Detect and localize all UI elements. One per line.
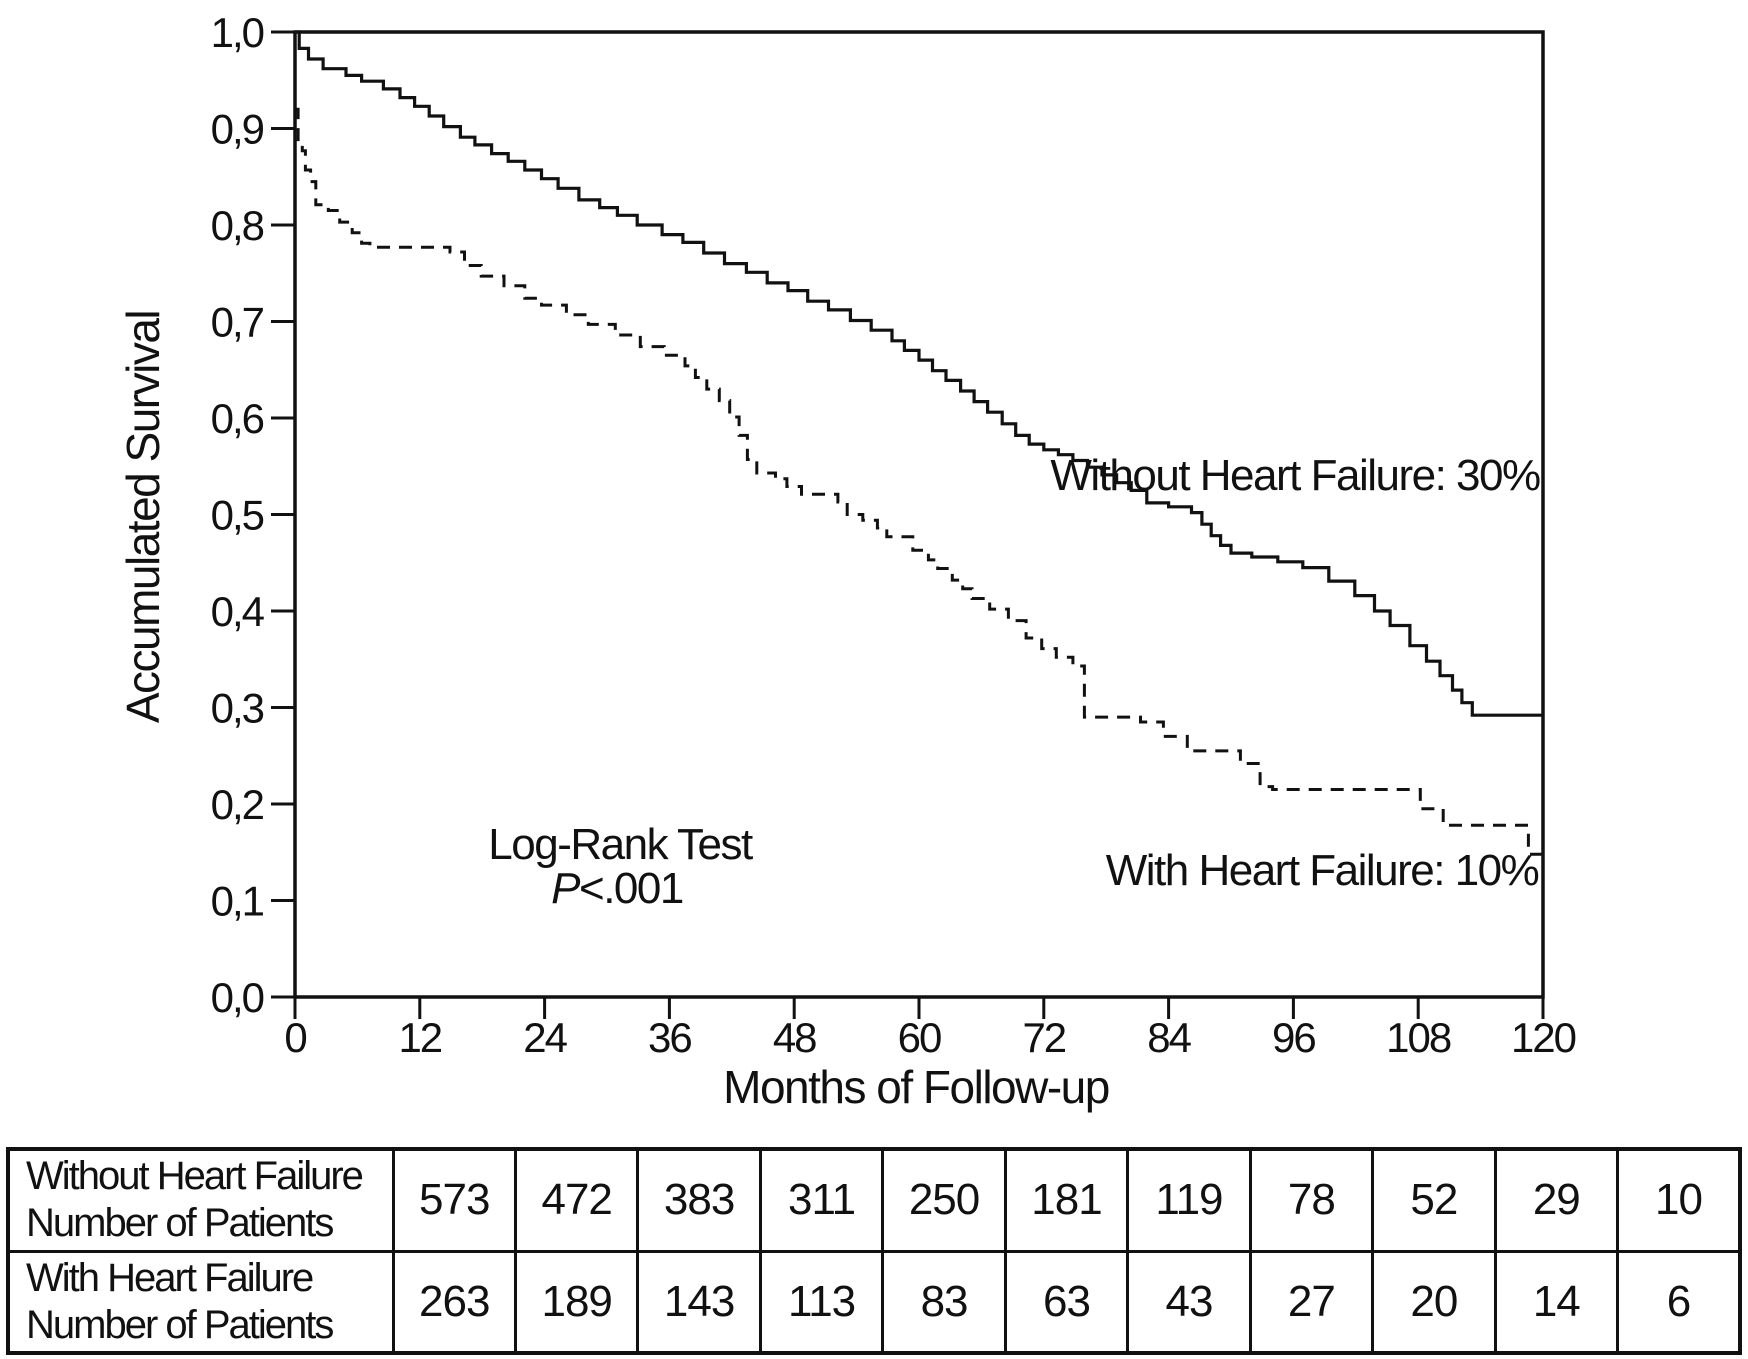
patient-count-cell: 472 xyxy=(513,1147,640,1253)
patient-count-cell: 10 xyxy=(1616,1147,1742,1253)
patient-count-cell: 263 xyxy=(391,1249,517,1355)
survival-plot: 0,0 0,1 0,2 0,3 0,4 0,5 0,6 0,7 0,8 0,9 1,0 0 12 24 36… xyxy=(211,9,1578,1061)
x-tick-label: 96 xyxy=(1272,1014,1315,1061)
p-value: <.001 xyxy=(579,864,684,913)
y-tick-label: 1,0 xyxy=(211,9,264,56)
patient-count-cell: 78 xyxy=(1248,1147,1375,1253)
x-tick-label: 120 xyxy=(1511,1014,1576,1061)
logrank-annotation-line1: Log-Rank Test xyxy=(488,820,753,869)
patient-count-cell: 113 xyxy=(758,1249,885,1355)
x-tick-label: 36 xyxy=(648,1014,691,1061)
x-tick-label: 60 xyxy=(898,1014,941,1061)
row-label: Without Heart Failure Number of Patients xyxy=(6,1147,395,1253)
series-label-without-heart-failure: Without Heart Failure: 30% xyxy=(1050,451,1541,500)
patient-count-cell: 14 xyxy=(1493,1249,1620,1355)
y-tick-label: 0,2 xyxy=(211,781,264,828)
series-label-with-heart-failure: With Heart Failure: 10% xyxy=(1105,846,1540,895)
y-tick-label: 0,1 xyxy=(211,878,264,925)
x-tick-label: 24 xyxy=(523,1014,567,1061)
table-row: With Heart Failure Number of Patients 263 1… xyxy=(6,1249,1742,1355)
row-label-line2: Number of Patients xyxy=(26,1201,334,1246)
x-tick-label: 108 xyxy=(1386,1014,1451,1061)
x-axis-title: Months of Follow-up xyxy=(723,1061,1110,1113)
patient-count-cell: 181 xyxy=(1003,1147,1130,1253)
y-tick-label: 0,7 xyxy=(211,299,264,346)
patient-count-cell: 43 xyxy=(1126,1249,1252,1355)
patient-count-cell: 250 xyxy=(881,1147,1007,1253)
patient-count-cell: 27 xyxy=(1248,1249,1375,1355)
y-tick-label: 0,4 xyxy=(211,588,265,635)
y-axis-title: Accumulated Survival xyxy=(117,310,169,724)
row-label-line2: Number of Patients xyxy=(26,1302,334,1347)
y-tick-label: 0,9 xyxy=(211,106,264,153)
p-symbol: P xyxy=(551,864,580,913)
patient-count-cell: 83 xyxy=(881,1249,1007,1355)
survival-curve-without-heart-failure xyxy=(295,30,1543,717)
table-row: Without Heart Failure Number of Patients 5… xyxy=(6,1147,1742,1253)
x-tick-label: 84 xyxy=(1147,1014,1191,1061)
x-tick-label: 48 xyxy=(773,1014,816,1061)
x-tick-label: 72 xyxy=(1022,1014,1065,1061)
patient-count-cell: 20 xyxy=(1371,1249,1497,1355)
patient-count-cell: 52 xyxy=(1371,1147,1497,1253)
y-tick-label: 0,8 xyxy=(211,202,264,249)
patient-count-cell: 29 xyxy=(1493,1147,1620,1253)
y-tick-label: 0,3 xyxy=(211,685,264,732)
y-tick-label: 0,6 xyxy=(211,395,264,442)
survival-curve-with-heart-failure xyxy=(295,107,1543,856)
row-label-line1: Without Heart Failure xyxy=(26,1154,364,1199)
patient-count-cell: 6 xyxy=(1616,1249,1742,1355)
patient-count-cell: 143 xyxy=(636,1249,762,1355)
row-label-line1: With Heart Failure xyxy=(26,1255,314,1300)
y-tick-label: 0,5 xyxy=(211,492,264,539)
number-of-patients-table: Without Heart Failure Number of Patients 5… xyxy=(6,1147,1742,1355)
y-tick-label: 0,0 xyxy=(211,974,264,1021)
patient-count-cell: 311 xyxy=(758,1147,885,1253)
x-tick-label: 12 xyxy=(398,1014,441,1061)
patient-count-cell: 383 xyxy=(636,1147,762,1253)
x-tick-label: 0 xyxy=(284,1014,306,1061)
patient-count-cell: 63 xyxy=(1003,1249,1130,1355)
patient-count-cell: 573 xyxy=(391,1147,517,1253)
patient-count-cell: 189 xyxy=(513,1249,640,1355)
row-label: With Heart Failure Number of Patients xyxy=(6,1249,395,1355)
patient-count-cell: 119 xyxy=(1126,1147,1252,1253)
logrank-annotation-line2: P<.001 xyxy=(551,864,684,914)
